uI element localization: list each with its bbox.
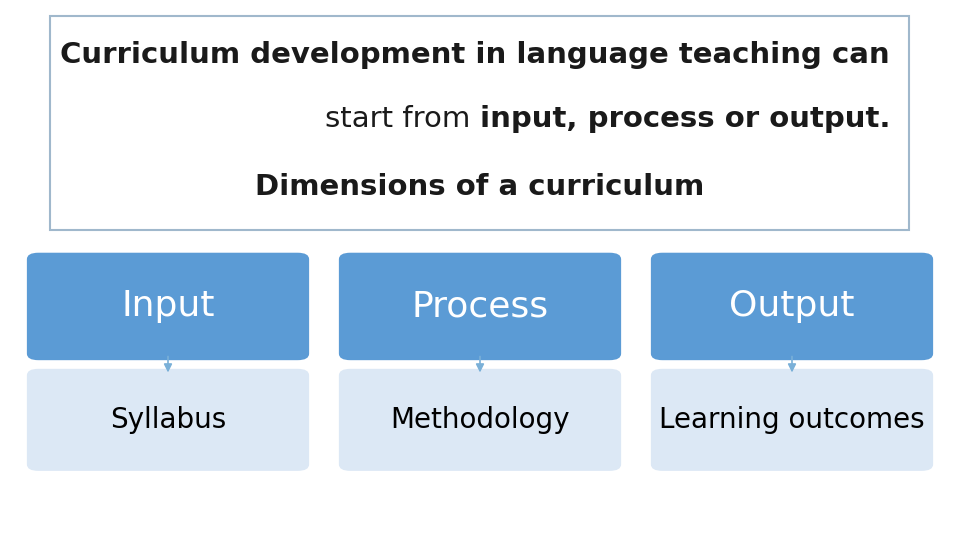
Text: Input: Input [121, 289, 215, 323]
FancyBboxPatch shape [339, 253, 621, 360]
Text: start from: start from [324, 105, 480, 133]
FancyBboxPatch shape [339, 369, 621, 471]
FancyBboxPatch shape [27, 253, 309, 360]
FancyBboxPatch shape [50, 16, 909, 230]
FancyBboxPatch shape [27, 369, 309, 471]
FancyBboxPatch shape [651, 369, 933, 471]
Text: Learning outcomes: Learning outcomes [660, 406, 924, 434]
Text: Methodology: Methodology [391, 406, 569, 434]
Text: Curriculum development in language teaching can: Curriculum development in language teach… [60, 40, 889, 69]
Text: Syllabus: Syllabus [109, 406, 227, 434]
FancyBboxPatch shape [651, 253, 933, 360]
Text: Output: Output [730, 289, 854, 323]
Text: Process: Process [412, 289, 548, 323]
Text: input, process or output.: input, process or output. [480, 105, 890, 133]
Text: Dimensions of a curriculum: Dimensions of a curriculum [255, 173, 704, 201]
